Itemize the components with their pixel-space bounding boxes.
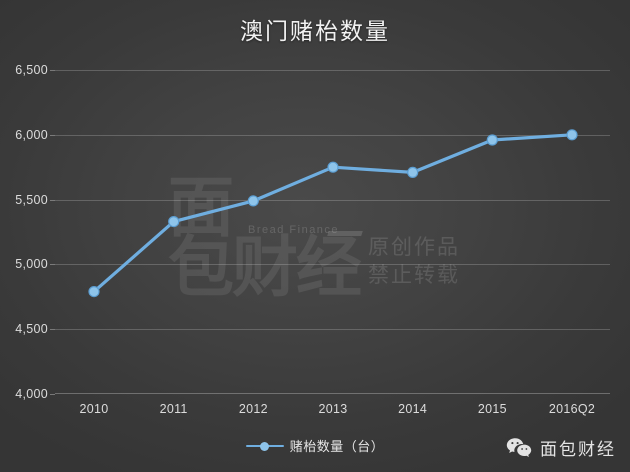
y-tick xyxy=(50,134,55,136)
x-axis-label: 2015 xyxy=(477,402,507,416)
x-axis-label: 2016Q2 xyxy=(548,402,596,416)
x-axis-label: 2014 xyxy=(398,402,428,416)
brand: 面包财经 xyxy=(506,435,616,460)
plot-area: 面 包财经 Bread Finance 原创作品 禁止转载 2010 2011 20… xyxy=(50,70,610,416)
y-axis-label: 5,000 xyxy=(15,257,48,272)
series-layer xyxy=(88,129,578,298)
data-point[interactable] xyxy=(168,216,180,228)
data-point[interactable] xyxy=(566,129,578,141)
y-axis-label: 6,500 xyxy=(15,63,48,77)
y-axis-label: 4,500 xyxy=(15,322,48,337)
legend-item-0[interactable]: 赌枱数量（台） xyxy=(245,436,385,455)
gridline xyxy=(55,199,610,201)
x-axis-line xyxy=(55,393,610,394)
y-axis-label: 4,000 xyxy=(15,387,48,401)
y-tick xyxy=(50,264,55,266)
series-points xyxy=(88,129,578,298)
data-point[interactable] xyxy=(407,166,419,179)
x-axis-label: 2013 xyxy=(318,402,348,416)
page-title: 澳门赌枱数量 xyxy=(240,18,390,44)
wechat-icon xyxy=(506,437,532,459)
series-line xyxy=(92,133,574,294)
brand-name: 面包财经 xyxy=(540,440,616,459)
y-axis-label: 6,000 xyxy=(15,127,48,142)
gridline xyxy=(55,70,610,71)
y-tick xyxy=(50,329,55,331)
x-axis-label: 2012 xyxy=(238,402,268,416)
y-tick xyxy=(50,70,55,71)
gridline xyxy=(55,329,610,331)
x-axis-label: 2011 xyxy=(159,402,188,416)
y-tick xyxy=(50,199,55,201)
x-axis-label: 2010 xyxy=(79,402,109,416)
y-axis-label: 5,500 xyxy=(15,192,48,207)
data-point[interactable] xyxy=(88,286,100,298)
gridline xyxy=(55,264,610,266)
data-point[interactable] xyxy=(327,161,339,173)
legend-label: 赌枱数量（台） xyxy=(289,439,385,454)
gridline xyxy=(55,134,610,136)
data-point[interactable] xyxy=(247,195,259,207)
data-point[interactable] xyxy=(486,134,498,146)
legend-marker-icon xyxy=(245,440,284,452)
y-tick xyxy=(50,394,55,395)
legend: 赌枱数量（台） xyxy=(0,436,630,455)
